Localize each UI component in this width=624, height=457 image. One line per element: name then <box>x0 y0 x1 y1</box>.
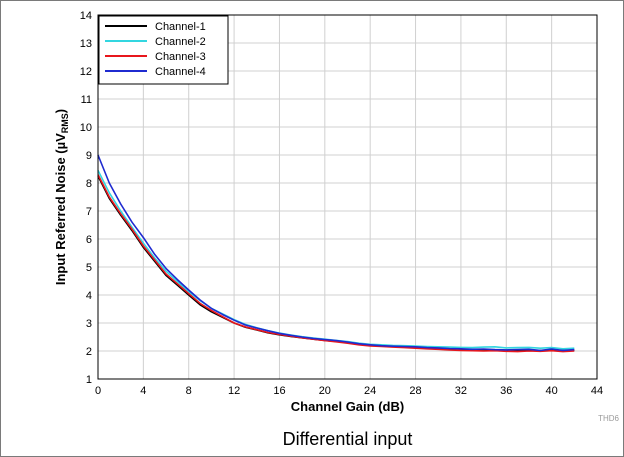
y-tick-label: 4 <box>86 290 92 302</box>
figure-code-label: THD6 <box>598 414 619 423</box>
y-axis-title-main: Input Referred Noise ( <box>53 149 68 285</box>
series-line-channel-4 <box>97 154 575 352</box>
x-tick-label: 12 <box>228 385 240 397</box>
x-tick-label: 0 <box>95 385 101 397</box>
x-tick-label: 4 <box>140 385 146 397</box>
series-line-channel-2 <box>97 170 575 350</box>
legend-label: Channel-4 <box>155 66 206 78</box>
x-tick-label: 44 <box>591 385 603 397</box>
y-axis-title-close: ) <box>53 109 68 113</box>
grid-layer <box>98 15 597 379</box>
legend-box <box>98 15 229 85</box>
plot-frame <box>97 14 598 380</box>
legend-label: Channel-1 <box>155 21 206 33</box>
y-tick-label: 1 <box>86 374 92 386</box>
y-tick-label: 5 <box>86 262 92 274</box>
series-line-channel-1 <box>97 175 575 352</box>
figure-caption: Differential input <box>283 429 413 449</box>
y-tick-label: 14 <box>80 10 92 22</box>
x-tick-label: 36 <box>500 385 512 397</box>
y-tick-label: 3 <box>86 318 92 330</box>
x-tick-label: 32 <box>455 385 467 397</box>
legend-label: Channel-3 <box>155 51 206 63</box>
x-tick-label: 28 <box>409 385 421 397</box>
y-tick-label: 13 <box>80 38 92 50</box>
x-tick-label: 20 <box>319 385 331 397</box>
y-tick-label: 2 <box>86 346 92 358</box>
y-axis-title-v: V <box>53 133 68 142</box>
x-tick-label: 8 <box>186 385 192 397</box>
y-tick-label: 12 <box>80 66 92 78</box>
x-tick-label: 24 <box>364 385 376 397</box>
x-tick-label: 16 <box>273 385 285 397</box>
series-line-channel-3 <box>97 174 575 353</box>
y-tick-label: 9 <box>86 150 92 162</box>
y-axis-title: Input Referred Noise (µVRMS) <box>53 109 70 285</box>
x-tick-label: 40 <box>546 385 558 397</box>
x-axis-title: Channel Gain (dB) <box>291 399 404 414</box>
series-layer <box>97 154 575 353</box>
y-tick-label: 7 <box>86 206 92 218</box>
y-tick-label: 6 <box>86 234 92 246</box>
y-tick-label: 11 <box>81 94 92 106</box>
y-tick-label: 8 <box>86 178 92 190</box>
y-axis-title-mu: µ <box>53 142 68 150</box>
legend-label: Channel-2 <box>155 36 206 48</box>
y-axis-title-sub: RMS <box>60 113 70 133</box>
y-tick-label: 10 <box>80 122 92 134</box>
legend: Channel-1 Channel-2 Channel-3 Channel-4 <box>98 15 229 85</box>
